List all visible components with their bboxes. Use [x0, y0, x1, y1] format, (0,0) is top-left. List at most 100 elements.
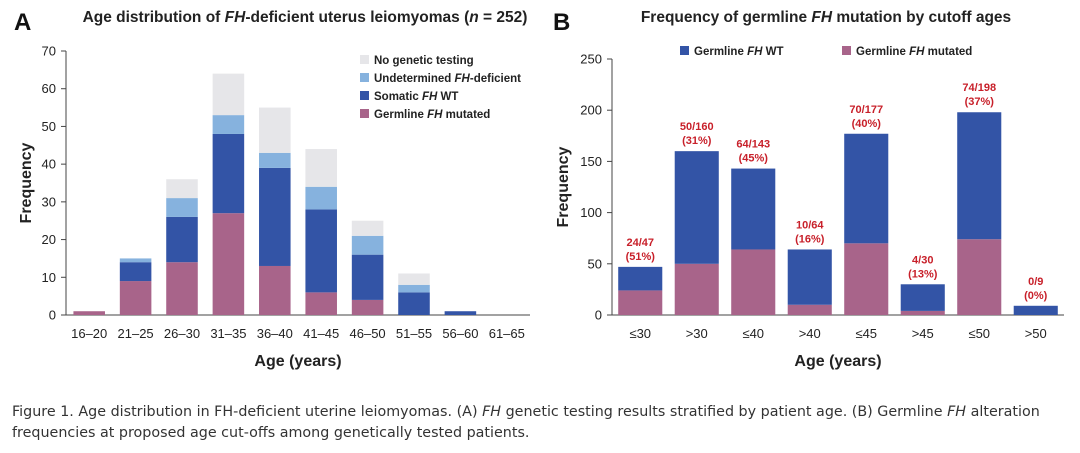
- x-tick-label: 61–65: [489, 326, 525, 341]
- bar-segment: [119, 258, 152, 263]
- bar-segment: [212, 115, 245, 134]
- figure-caption: Figure 1. Age distribution in FH-deficie…: [12, 402, 1072, 444]
- legend-swatch: [360, 55, 369, 64]
- legend-entry: Germline FH mutated: [856, 46, 972, 58]
- bar-segment: [259, 167, 291, 266]
- y-tick-label: 100: [580, 205, 602, 220]
- caption-fragment: alteration frequencies at proposed age c…: [12, 404, 1040, 441]
- x-tick-label: >50: [1025, 326, 1047, 341]
- bar-segment: [212, 133, 245, 214]
- bar-segment: [259, 265, 291, 315]
- bar-segment: [618, 266, 663, 291]
- y-tick-label: 0: [595, 308, 602, 323]
- bar-annotation-ratio: 64/143: [736, 139, 770, 151]
- bar-annotation-percent: (13%): [908, 268, 938, 280]
- figure-caption-text: Age distribution in FH-deficient uterine…: [12, 404, 1040, 441]
- y-tick-label: 50: [588, 256, 602, 271]
- bar-segment: [212, 73, 245, 116]
- x-tick-label: 46–50: [350, 326, 386, 341]
- bar-segment: [398, 292, 430, 315]
- caption-fragment: genetic testing results stratified by pa…: [501, 404, 948, 420]
- x-tick-label: 31–35: [210, 326, 246, 341]
- bar-segment: [674, 151, 719, 264]
- bar-segment: [351, 235, 384, 255]
- caption-fragment: FH: [482, 404, 502, 420]
- bar-annotation-ratio: 74/198: [962, 82, 996, 94]
- bar-annotation-percent: (51%): [626, 251, 656, 263]
- bar-segment: [166, 179, 198, 199]
- chart-panel-b: Frequency of germline FH mutation by cut…: [555, 9, 1064, 370]
- x-tick-label: 21–25: [118, 326, 154, 341]
- y-tick-label: 30: [42, 194, 56, 209]
- chart-title: Frequency of germline FH mutation by cut…: [641, 9, 1011, 26]
- bar-segment: [305, 186, 337, 210]
- bar-segment: [844, 243, 889, 315]
- bar-annotation-percent: (31%): [682, 135, 712, 147]
- y-tick-label: 250: [580, 52, 602, 67]
- bar-segment: [900, 310, 945, 315]
- legend-entry: Somatic FH WT: [374, 91, 458, 103]
- x-tick-label: >45: [912, 326, 934, 341]
- chart-title: Age distribution of FH-deficient uterus …: [83, 9, 528, 26]
- bar-annotation-percent: (37%): [965, 96, 995, 108]
- bar-segment: [351, 254, 384, 300]
- y-tick-label: 10: [42, 270, 56, 285]
- figure-caption-label: Figure 1.: [12, 404, 74, 420]
- caption-fragment: Age distribution in FH-deficient uterine…: [73, 404, 483, 420]
- bar-segment: [166, 198, 198, 217]
- bar-segment: [444, 311, 477, 315]
- bar-annotation-percent: (16%): [795, 233, 825, 245]
- x-tick-label: 56–60: [442, 326, 478, 341]
- bar-segment: [398, 284, 430, 293]
- x-tick-label: ≤40: [742, 326, 764, 341]
- bar-segment: [900, 284, 945, 311]
- bar-annotation-ratio: 10/64: [796, 219, 824, 231]
- bar-segment: [305, 149, 337, 187]
- bar-segment: [119, 262, 152, 282]
- legend-swatch: [842, 46, 851, 55]
- legend-entry: Germline FH mutated: [374, 109, 490, 121]
- bar-segment: [351, 220, 384, 236]
- bar-annotation-percent: (45%): [739, 153, 769, 165]
- x-tick-label: 16–20: [71, 326, 107, 341]
- bar-segment: [787, 249, 832, 305]
- x-axis-label: Age (years): [254, 353, 341, 370]
- legend-swatch: [680, 46, 689, 55]
- legend-swatch: [360, 109, 369, 118]
- bar-segment: [259, 107, 291, 153]
- caption-fragment: FH: [947, 404, 967, 420]
- x-tick-label: ≤30: [629, 326, 651, 341]
- x-tick-label: 36–40: [257, 326, 293, 341]
- bar-segment: [166, 262, 198, 315]
- y-axis-label: Frequency: [18, 142, 35, 223]
- legend-swatch: [360, 73, 369, 82]
- y-tick-label: 60: [42, 81, 56, 96]
- legend-swatch: [360, 91, 369, 100]
- bar-annotation-percent: (0%): [1024, 290, 1048, 302]
- bar-segment: [1013, 305, 1058, 315]
- x-tick-label: 26–30: [164, 326, 200, 341]
- bar-annotation-percent: (40%): [852, 118, 882, 130]
- y-tick-label: 70: [42, 44, 56, 59]
- legend-entry: Germline FH WT: [694, 46, 783, 58]
- bar-segment: [957, 239, 1002, 315]
- bar-annotation-ratio: 4/30: [912, 254, 933, 266]
- bar-annotation-ratio: 70/177: [849, 104, 883, 116]
- bar-segment: [787, 304, 832, 315]
- bar-segment: [166, 216, 198, 263]
- bar-segment: [957, 112, 1002, 240]
- bar-segment: [73, 311, 105, 315]
- bar-annotation-ratio: 0/9: [1028, 276, 1043, 288]
- y-tick-label: 50: [42, 119, 56, 134]
- bar-segment: [305, 209, 337, 293]
- y-axis-label: Frequency: [555, 146, 572, 227]
- y-tick-label: 40: [42, 157, 56, 172]
- x-tick-label: >40: [799, 326, 821, 341]
- x-tick-label: 41–45: [303, 326, 339, 341]
- bar-segment: [305, 292, 337, 315]
- bar-annotation-ratio: 24/47: [626, 237, 654, 249]
- x-tick-label: ≤45: [855, 326, 877, 341]
- y-tick-label: 0: [49, 308, 56, 323]
- bar-segment: [731, 249, 776, 315]
